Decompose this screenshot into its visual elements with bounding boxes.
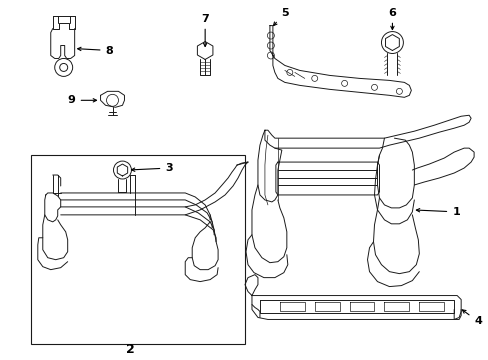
Text: 3: 3 bbox=[131, 163, 173, 173]
Text: 1: 1 bbox=[415, 207, 459, 217]
Text: 5: 5 bbox=[273, 8, 288, 26]
Bar bbox=[31, 155, 244, 345]
Text: 2: 2 bbox=[126, 343, 135, 356]
Text: 8: 8 bbox=[78, 45, 113, 55]
Text: 4: 4 bbox=[462, 310, 481, 327]
Text: 7: 7 bbox=[201, 14, 208, 46]
Text: 9: 9 bbox=[68, 95, 96, 105]
Text: 6: 6 bbox=[387, 8, 396, 30]
